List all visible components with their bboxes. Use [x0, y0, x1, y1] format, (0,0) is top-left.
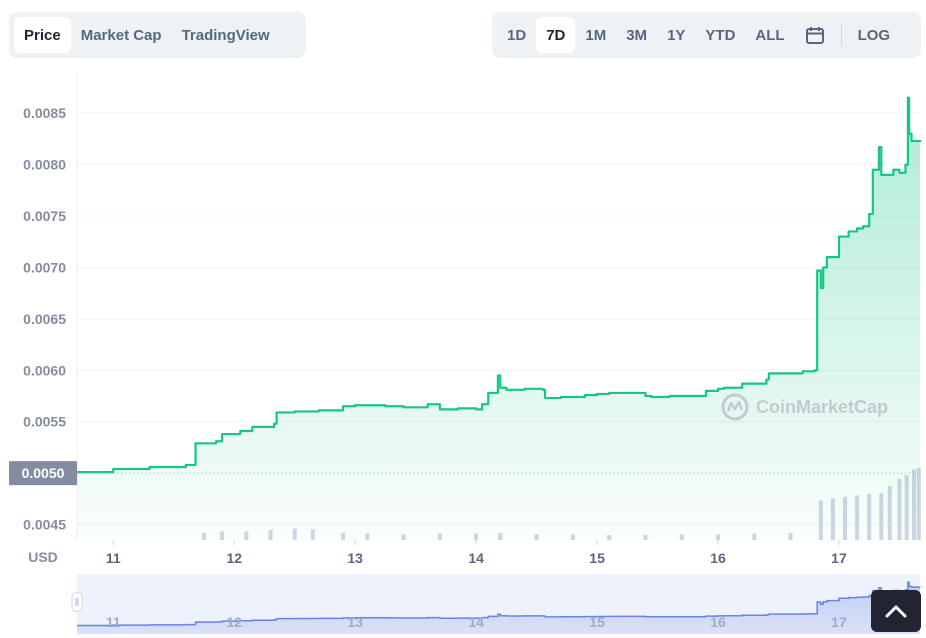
coinmarketcap-logo-icon [721, 393, 749, 421]
log-scale-toggle[interactable]: LOG [857, 26, 891, 44]
navigator-area [77, 582, 920, 634]
navigator-tick-label: 12 [226, 614, 242, 630]
navigator-tick-label: 13 [347, 614, 363, 630]
reference-label-box [9, 461, 77, 486]
x-tick-label: 14 [468, 550, 484, 566]
x-tick-label: 16 [710, 550, 726, 566]
range-tab-7d[interactable]: 7D [536, 17, 576, 53]
date-range-button[interactable] [795, 17, 835, 53]
coinmarketcap-watermark: CoinMarketCap [720, 392, 888, 422]
tab-divider [840, 24, 842, 46]
x-tick-label: 11 [106, 550, 121, 566]
x-tick-label: 15 [589, 550, 605, 566]
navigator-tick-label: 16 [710, 614, 726, 630]
y-tick-label: 0.0080 [23, 157, 66, 173]
navigator-tick-label: 11 [106, 614, 121, 630]
range-tab-3m[interactable]: 3M [626, 26, 648, 44]
x-tick-label: 13 [347, 550, 363, 566]
chevron-up-icon [885, 605, 907, 618]
navigator-tick-label: 17 [831, 614, 847, 630]
tab-price[interactable]: Price [14, 17, 71, 53]
y-tick-label: 0.0045 [23, 517, 66, 533]
x-tick-label: 12 [226, 550, 242, 566]
reference-label: 0.0050 [22, 465, 65, 481]
currency-label: USD [28, 549, 58, 565]
range-tab-1d[interactable]: 1D [507, 26, 527, 44]
price-area [77, 97, 920, 540]
y-tick-label: 0.0070 [23, 259, 66, 275]
range-tab-ytd[interactable]: YTD [705, 26, 736, 44]
navigator-tick-label: 14 [468, 614, 484, 630]
watermark-text: CoinMarketCap [756, 396, 889, 417]
range-tab-1y[interactable]: 1Y [667, 26, 686, 44]
y-tick-label: 0.0065 [23, 311, 66, 327]
y-tick-label: 0.0085 [23, 105, 66, 121]
navigator-line [77, 581, 921, 627]
x-tick-label: 17 [831, 550, 847, 566]
range-tab-1m[interactable]: 1M [585, 26, 607, 44]
navigator-tick-label: 15 [589, 614, 605, 630]
price-line [77, 96, 922, 474]
calendar-icon [805, 27, 824, 44]
y-tick-label: 0.0075 [23, 208, 66, 224]
y-tick-label: 0.0060 [23, 362, 66, 378]
chart-type-tabs: Price Market Cap TradingView [9, 12, 306, 58]
scroll-to-top-button[interactable] [871, 590, 921, 632]
range-tab-all[interactable]: ALL [755, 26, 785, 44]
navigator-handle-left[interactable] [71, 592, 83, 612]
tab-tradingview[interactable]: TradingView [181, 26, 270, 44]
tab-market-cap[interactable]: Market Cap [80, 26, 162, 44]
y-tick-label: 0.0055 [23, 414, 66, 430]
range-tabs: 1D 7D 1M 3M 1Y YTD ALL LOG [492, 12, 921, 58]
